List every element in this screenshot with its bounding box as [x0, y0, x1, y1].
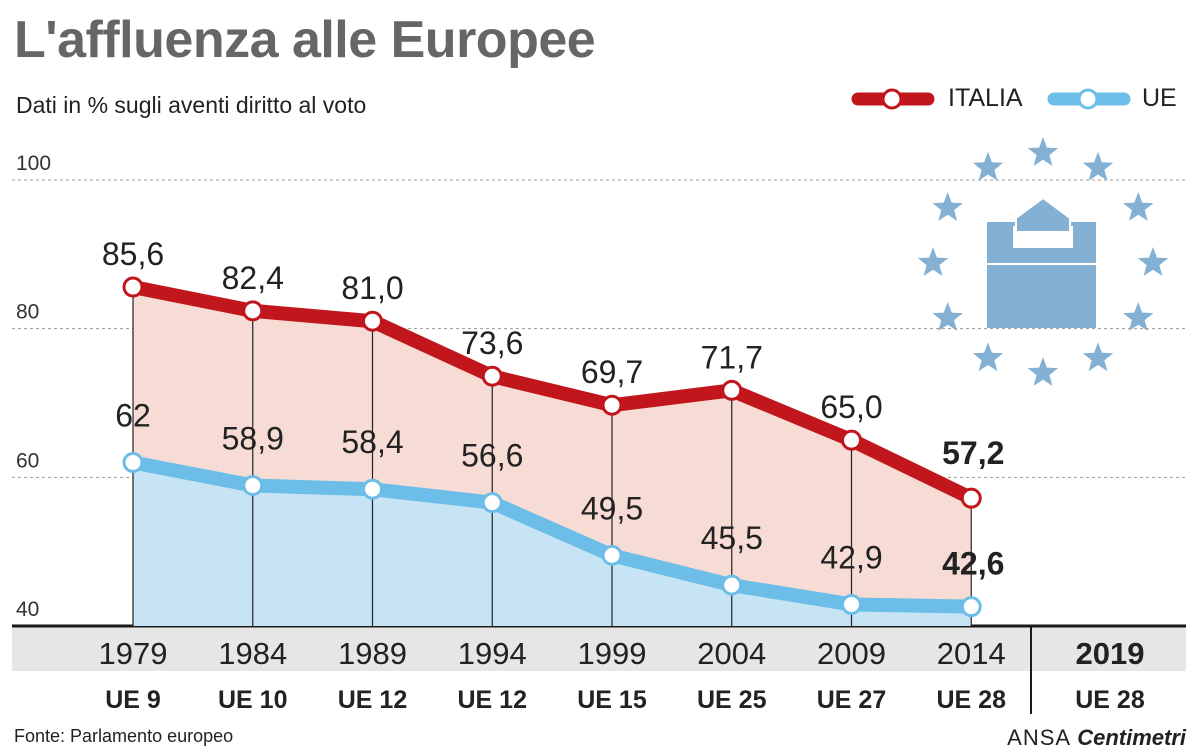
axis-band	[12, 627, 1186, 671]
eu-star	[932, 192, 963, 221]
eu-star	[1123, 302, 1154, 331]
eu-star	[1082, 151, 1114, 181]
member-count-2009: UE 27	[817, 686, 886, 714]
point-ue-2014	[960, 596, 982, 618]
y-tick-100: 100	[16, 152, 51, 175]
data-labels: 85,6 82,4 81,0 73,6 69,7 71,7 65,0 57,2 62 58,9 58…	[102, 236, 1005, 582]
member-count-1979: UE 9	[105, 686, 161, 714]
x-tick-2009: 2009	[817, 636, 886, 671]
eu-star	[972, 151, 1004, 181]
point-italia-2004	[721, 379, 743, 401]
point-italia-1979	[122, 276, 144, 298]
eu-star	[1123, 192, 1154, 221]
legend-label-ue: UE	[1142, 84, 1177, 112]
label-ue-1989: 58,4	[341, 424, 403, 460]
member-count-2019: UE 28	[1075, 686, 1145, 714]
label-ue-2004: 45,5	[701, 520, 763, 556]
point-ue-2004	[721, 574, 743, 596]
line-ue	[126, 455, 979, 614]
legend-italia-swatch	[851, 88, 935, 110]
label-italia-1994: 73,6	[461, 325, 523, 361]
x-tick-2004: 2004	[697, 636, 766, 671]
x-tick-2014: 2014	[937, 636, 1006, 671]
label-italia-2004: 71,7	[701, 339, 763, 375]
eu-star	[1082, 342, 1114, 372]
label-ue-1999: 49,5	[581, 490, 643, 526]
member-count-1984: UE 10	[218, 686, 287, 714]
label-italia-1989: 81,0	[341, 270, 403, 306]
label-ue-1979: 62	[115, 397, 151, 433]
member-count-1994: UE 12	[458, 686, 527, 714]
y-tick-40: 40	[16, 598, 39, 621]
legend	[851, 88, 1131, 110]
point-ue-1989	[362, 478, 383, 500]
x-tick-1994: 1994	[458, 636, 527, 671]
eu-star	[1027, 357, 1059, 386]
x-tick-labels: 1979 UE 9 1984 UE 10 1989 UE 12 1994 UE 12 1999 U…	[99, 636, 1145, 714]
eu-star	[972, 342, 1004, 372]
chart-subtitle: Dati in % sugli aventi diritto al voto	[16, 92, 367, 118]
point-italia-2014	[960, 487, 982, 509]
member-count-2004: UE 25	[697, 686, 767, 714]
y-tick-60: 60	[16, 449, 39, 472]
point-ue-1994	[481, 492, 503, 514]
point-ue-1984	[242, 475, 264, 497]
point-ue-2009	[841, 593, 862, 615]
ballot-box-eu-stars-icon	[917, 137, 1169, 386]
point-italia-1989	[362, 310, 383, 332]
member-count-1999: UE 15	[577, 686, 647, 714]
area-italia	[133, 287, 972, 607]
point-italia-1999	[601, 394, 623, 416]
line-italia	[126, 280, 979, 506]
area-ue	[133, 462, 972, 626]
x-tick-1984: 1984	[218, 636, 287, 671]
eu-star	[1137, 247, 1169, 276]
x-tick-1989: 1989	[338, 636, 407, 671]
label-italia-2014: 57,2	[942, 435, 1004, 471]
eu-star	[1027, 137, 1059, 166]
area-fills	[133, 287, 972, 626]
member-count-1989: UE 12	[338, 686, 407, 714]
data-points	[122, 276, 982, 618]
point-italia-2009	[841, 429, 862, 451]
point-ue-1979	[122, 451, 144, 473]
member-count-2014: UE 28	[937, 686, 1007, 714]
label-ue-1984: 58,9	[222, 421, 284, 457]
legend-label-italia: ITALIA	[948, 84, 1023, 112]
point-italia-1984	[242, 300, 264, 322]
chart-title: L'affluenza alle Europee	[14, 11, 596, 69]
credit: ANSA Centimetri	[1007, 727, 1186, 749]
y-tick-80: 80	[16, 301, 39, 324]
x-tick-2019: 2019	[1076, 636, 1145, 671]
label-ue-1994: 56,6	[461, 438, 523, 474]
x-tick-1979: 1979	[99, 636, 168, 671]
point-ue-1999	[601, 544, 623, 566]
y-tick-labels: 40 60 80 100	[16, 152, 51, 621]
label-ue-2009: 42,9	[820, 539, 882, 575]
series-lines	[126, 280, 979, 614]
x-tick-1999: 1999	[578, 636, 647, 671]
source-note: Fonte: Parlamento europeo	[14, 726, 234, 746]
label-italia-1984: 82,4	[222, 260, 284, 296]
label-italia-1979: 85,6	[102, 236, 164, 272]
label-italia-2009: 65,0	[820, 389, 882, 425]
eu-star	[917, 247, 949, 276]
label-ue-2014: 42,6	[942, 546, 1004, 582]
eu-star	[932, 302, 963, 331]
gridlines	[12, 179, 1186, 478]
credit-brand: Centimetri	[1077, 725, 1186, 750]
label-italia-1999: 69,7	[581, 354, 643, 390]
legend-ue-swatch	[1047, 88, 1131, 110]
ballot-paper	[1015, 196, 1071, 233]
point-italia-1994	[481, 365, 503, 387]
credit-agency: ANSA	[1007, 725, 1072, 750]
